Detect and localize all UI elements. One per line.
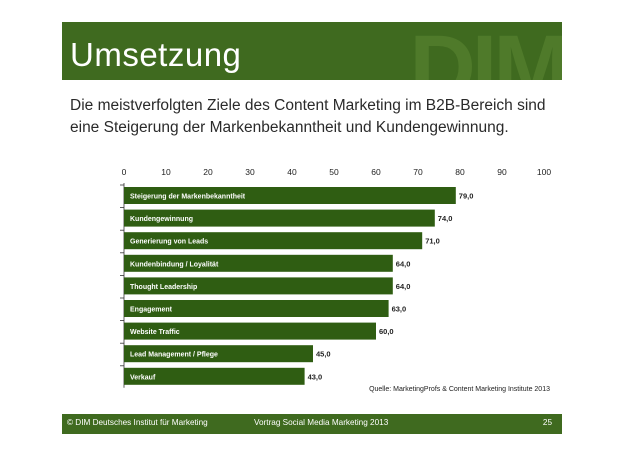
- bar-value-label: 64,0: [396, 259, 411, 268]
- bar-category-label: Kundenbindung / Loyalität: [130, 261, 219, 268]
- slide-subtitle: Die meistverfolgten Ziele des Content Ma…: [70, 95, 558, 139]
- x-tick-label: 20: [203, 167, 213, 177]
- bar-value-label: 79,0: [459, 192, 474, 201]
- x-tick-label: 70: [413, 167, 423, 177]
- bar-category-label: Steigerung der Markenbekanntheit: [130, 194, 246, 201]
- header-bar: DIM Umsetzung: [62, 22, 562, 80]
- bar-category-label: Generierung von Leads: [130, 239, 208, 246]
- bar: [124, 345, 313, 363]
- footer-bar: © DIM Deutsches Institut für Marketing V…: [62, 414, 562, 434]
- footer-copyright: © DIM Deutsches Institut für Marketing: [67, 418, 208, 427]
- x-tick-label: 90: [497, 167, 507, 177]
- bar-category-label: Kundengewinnung: [130, 216, 193, 223]
- x-tick-label: 50: [329, 167, 339, 177]
- chart-source: Quelle: MarketingProfs & Content Marketi…: [369, 386, 550, 393]
- x-tick-label: 40: [287, 167, 297, 177]
- bar-category-label: Engagement: [130, 307, 173, 314]
- bar: [124, 322, 376, 340]
- bar: [124, 367, 305, 385]
- bar-value-label: 60,0: [379, 327, 394, 336]
- subtitle-line-2: eine Steigerung der Markenbekanntheit un…: [70, 119, 509, 136]
- header-watermark: DIM: [409, 22, 562, 80]
- bar-category-label: Website Traffic: [130, 329, 180, 336]
- bar-value-label: 63,0: [392, 305, 407, 314]
- bar-category-label: Verkauf: [130, 374, 156, 381]
- subtitle-line-1: Die meistverfolgten Ziele des Content Ma…: [70, 97, 546, 114]
- x-tick-label: 0: [122, 167, 127, 177]
- footer-page-number: 25: [542, 418, 552, 427]
- bar-value-label: 43,0: [308, 372, 323, 381]
- bar: [124, 300, 389, 317]
- bar: [124, 187, 456, 204]
- bar-value-label: 74,0: [438, 214, 453, 223]
- bar: [124, 232, 423, 250]
- footer-talk-title: Vortrag Social Media Marketing 2013: [254, 418, 389, 427]
- x-tick-label: 10: [161, 167, 171, 177]
- bar-value-label: 64,0: [396, 282, 411, 291]
- bar-category-label: Thought Leadership: [130, 284, 197, 291]
- bar: [124, 277, 393, 295]
- slide-title: Umsetzung: [70, 36, 242, 73]
- x-tick-label: 100: [537, 167, 551, 177]
- bar-category-label: Lead Management / Pflege: [130, 352, 218, 359]
- x-tick-label: 80: [455, 167, 465, 177]
- bar: [124, 254, 393, 272]
- x-tick-label: 60: [371, 167, 381, 177]
- bar: [124, 209, 435, 227]
- bar-value-label: 45,0: [316, 350, 331, 359]
- bar-value-label: 71,0: [425, 237, 440, 246]
- x-tick-label: 30: [245, 167, 255, 177]
